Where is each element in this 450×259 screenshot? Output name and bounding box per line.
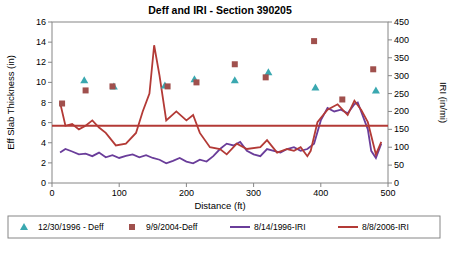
x-tick-label: 200	[179, 188, 194, 198]
series-point	[263, 74, 269, 80]
y-tick	[48, 183, 52, 184]
y2-tick-label: 100	[394, 142, 409, 152]
y2-tick	[388, 22, 392, 23]
y-tick-label: 16	[36, 17, 46, 27]
plot-data	[52, 38, 388, 163]
y2-tick-label: 0	[394, 178, 399, 188]
y2-tick	[388, 75, 392, 76]
y-tick-label: 6	[41, 118, 46, 128]
x-tick	[119, 183, 120, 187]
y-tick-label: 4	[41, 138, 46, 148]
x-tick-label: 400	[313, 188, 328, 198]
legend-label: 12/30/1996 - Deff	[38, 222, 104, 232]
x-tick	[52, 183, 53, 187]
series-point	[80, 76, 88, 83]
y2-tick	[388, 111, 392, 112]
series-point	[372, 86, 380, 93]
y-tick	[48, 102, 52, 103]
legend-label: 8/8/2006-IRI	[362, 222, 409, 232]
x-axis-title: Distance (ft)	[194, 200, 245, 211]
y2-tick-label: 250	[394, 89, 409, 99]
plot-frame	[52, 22, 388, 183]
y2-axis-title: IRI (in/mi)	[438, 82, 449, 123]
legend-label: 8/14/1996-IRI	[254, 222, 306, 232]
background	[0, 0, 450, 259]
series-point	[109, 83, 115, 89]
series-line	[60, 103, 381, 164]
x-tick	[388, 183, 389, 187]
legend-swatch	[20, 223, 28, 230]
y-tick-label: 2	[41, 158, 46, 168]
y2-tick	[388, 93, 392, 94]
y2-tick	[388, 147, 392, 148]
legend-swatch	[338, 226, 358, 228]
x-tick	[186, 183, 187, 187]
legend-label: 9/9/2004-Deff	[146, 222, 198, 232]
y2-tick-label: 400	[394, 35, 409, 45]
series-point	[232, 61, 238, 67]
x-tick-label: 300	[246, 188, 261, 198]
series-point	[83, 87, 89, 93]
legend-swatch	[129, 224, 135, 230]
series-line	[60, 45, 381, 156]
series-point	[264, 68, 272, 75]
x-tick-label: 500	[380, 188, 395, 198]
y-tick	[48, 142, 52, 143]
series-point	[339, 96, 345, 102]
y2-tick-label: 50	[394, 160, 404, 170]
y-tick	[48, 62, 52, 63]
y2-tick-label: 150	[394, 124, 409, 134]
series-point	[231, 76, 239, 83]
y-tick	[48, 42, 52, 43]
y-tick	[48, 22, 52, 23]
y2-tick-label: 450	[394, 17, 409, 27]
y2-tick-label: 300	[394, 71, 409, 81]
series-point	[311, 38, 317, 44]
y2-tick	[388, 183, 392, 184]
y2-tick-label: 200	[394, 106, 409, 116]
y-tick-label: 14	[36, 37, 46, 47]
series-point	[193, 79, 199, 85]
y2-tick	[388, 165, 392, 166]
title: Deff and IRI - Section 390205	[148, 4, 292, 16]
y2-tick	[388, 39, 392, 40]
chart: Deff and IRI - Section 39020501002003004…	[0, 0, 450, 259]
y-tick	[48, 82, 52, 83]
y-tick-label: 10	[36, 77, 46, 87]
x-tick	[320, 183, 321, 187]
series-point	[311, 83, 319, 90]
x-tick-label: 100	[112, 188, 127, 198]
legend-swatch	[230, 226, 250, 228]
y-tick-label: 8	[41, 98, 46, 108]
y-tick-label: 0	[41, 178, 46, 188]
series-point	[370, 66, 376, 72]
y-tick	[48, 162, 52, 163]
y2-tick	[388, 129, 392, 130]
y2-tick	[388, 57, 392, 58]
y2-tick-label: 350	[394, 53, 409, 63]
x-tick-label: 0	[49, 188, 54, 198]
series-point	[110, 82, 118, 89]
x-tick	[253, 183, 254, 187]
y-tick	[48, 122, 52, 123]
series-point	[165, 83, 171, 89]
series-point	[59, 101, 65, 107]
series-line	[52, 125, 388, 127]
legend-box	[8, 216, 440, 238]
y-axis-title: Eff Slab Thickness (in)	[5, 55, 16, 150]
y-tick-label: 12	[36, 57, 46, 67]
